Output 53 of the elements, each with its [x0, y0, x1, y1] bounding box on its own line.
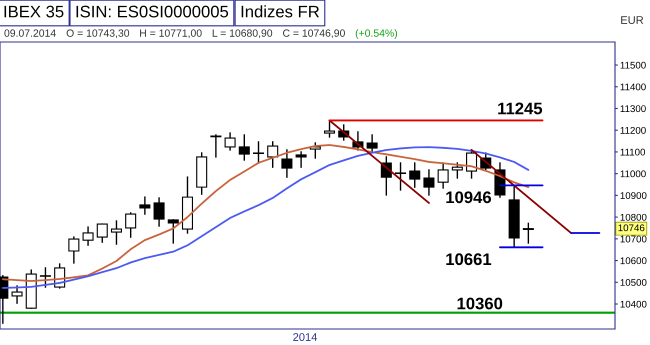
y-tick-label: 10700: [620, 236, 647, 242]
y-tick-label: 10500: [620, 279, 647, 286]
chart-title: IBEX 35: [4, 6, 64, 18]
candlestick: [281, 149, 292, 178]
text: 09.07.2014: [4, 29, 56, 37]
text: L = 10680,90: [212, 29, 272, 38]
y-tick-label: 10600: [620, 257, 647, 264]
y-tick-label: 11400: [620, 83, 646, 90]
candlestick: [82, 226, 94, 246]
candlestick: [366, 134, 378, 153]
text: O = 10743,30: [66, 29, 130, 38]
annotation: 10661: [446, 253, 492, 266]
candlestick: [238, 134, 250, 161]
candlestick: [252, 141, 264, 164]
candlestick: [12, 285, 23, 304]
candlestick: [125, 212, 136, 238]
candlestick: [210, 134, 222, 158]
y-tick-label: 11000: [620, 170, 646, 178]
text: 2014: [293, 333, 318, 341]
text: Indizes FR: [242, 5, 320, 18]
y-tick-label: 10800: [620, 214, 647, 221]
candlestick: [110, 220, 122, 245]
candlestick: [324, 120, 336, 138]
chart-subtitle: ISIN: ES0SI0000005: [76, 6, 228, 18]
y-axis-title: EUR: [621, 16, 644, 24]
annotation: 11245: [498, 102, 542, 114]
annotation: 10946: [446, 191, 492, 204]
candlestick: [267, 141, 278, 168]
y-tick-label: 11300: [620, 105, 646, 112]
candlestick: [452, 162, 463, 179]
y-tick-label: 11500: [620, 62, 646, 69]
candlestick: [139, 196, 150, 215]
candlestick: [395, 162, 406, 191]
candlestick: [40, 267, 51, 288]
text: H = 10771,00: [140, 29, 202, 38]
y-tick-label: 11100: [620, 148, 646, 156]
candlestick: [96, 223, 108, 243]
y-tick-label: 10400: [620, 300, 647, 308]
text: C = 10746,90: [283, 29, 345, 38]
ref-line-label: 10360: [458, 298, 502, 310]
annotation: 10746: [618, 224, 644, 232]
candlestick: [154, 197, 165, 227]
candlestick: [423, 169, 434, 196]
text: (+0.54%): [356, 29, 398, 39]
candlestick: [168, 219, 179, 244]
candlestick: [522, 222, 534, 244]
candlestick: [68, 236, 80, 264]
candlestick: [224, 132, 236, 151]
candlestick: [409, 162, 420, 188]
candlestick: [296, 151, 307, 168]
candlestick: [438, 162, 449, 189]
y-tick-label: 10900: [620, 192, 647, 200]
y-tick-label: 11200: [620, 126, 646, 134]
